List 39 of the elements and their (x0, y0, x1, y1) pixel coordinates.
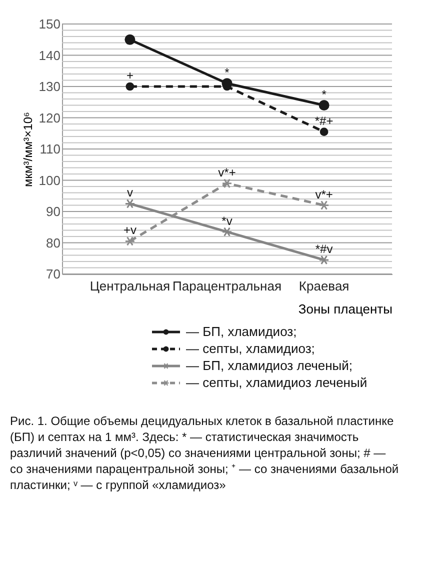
annotation: v (126, 186, 133, 200)
annotation: * (322, 87, 327, 102)
annotation: + (126, 68, 134, 82)
y-axis-title: мкм³/мм³×10⁶ (20, 112, 35, 187)
point (124, 198, 136, 208)
y-tick-label: 120 (38, 110, 60, 126)
point (318, 100, 330, 110)
y-tick-label: 110 (40, 142, 60, 156)
y-tick-label: 100 (38, 172, 60, 188)
legend-label: — септы, хламидиоз леченый (186, 375, 368, 390)
y-tick-label: 130 (38, 79, 60, 94)
point (318, 200, 330, 210)
annotation: v*+ (315, 187, 333, 202)
annotation: +v (123, 223, 136, 238)
y-tick-label: 90 (46, 204, 60, 219)
text: Рис. 1. Общие объемы децидуальных клеток в базальной пластинке (БП) и септах на 1 мм³. Здесь: * — статистическая значимость различий значений (p<0,05) со значениями центральной зоны; # — со значениями парацентральной зоны; ⁺ — со значениями базальной пластинки; ᵛ — с группой «хламидиоз» (10, 414, 399, 492)
x-tick-label: Краевая (298, 278, 350, 294)
annotation: *v (222, 214, 232, 228)
x-tick-label: Центральная (90, 278, 170, 294)
annotation: * (224, 65, 230, 80)
point (124, 236, 136, 246)
legend-label: — септы, хламидиоз; (186, 341, 315, 356)
point (222, 227, 232, 237)
point (318, 255, 330, 265)
point (126, 82, 134, 91)
x-axis-title: Зоны плаценты (298, 302, 392, 316)
annotation: v*+ (218, 165, 236, 180)
legend-label: — БП, хламидиоз; (186, 324, 297, 339)
point (222, 178, 232, 188)
y-tick-label: 80 (46, 235, 60, 250)
y-tick-label: 140 (38, 48, 60, 63)
point (124, 34, 136, 45)
point (320, 128, 328, 136)
annotation: *#v (315, 242, 333, 256)
y-tick-label: 70 (46, 266, 60, 282)
legend-label: — БП, хламидиоз леченый; (186, 358, 353, 373)
annotation: *#+ (314, 114, 334, 128)
y-tick-label: 150 (38, 16, 60, 32)
x-tick-label: Парацентральная (172, 278, 282, 294)
